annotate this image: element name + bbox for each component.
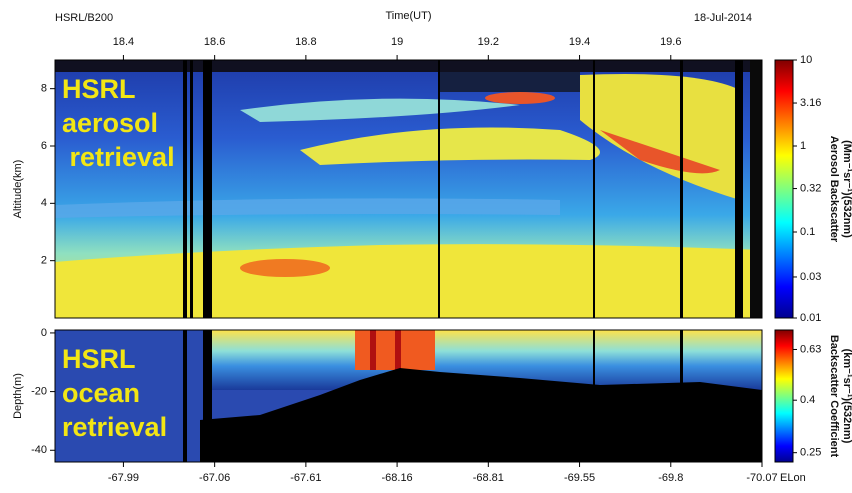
x-tick-label: 18.6	[204, 36, 225, 48]
colorbar-label: Aerosol Backscatter	[828, 136, 840, 243]
colorbar-tick-label: 0.32	[800, 182, 821, 194]
panel-frame	[54, 59, 763, 319]
colorbar-label: (km⁻¹sr⁻¹)(532nm)	[841, 349, 852, 444]
y-tick-label: -40	[31, 444, 47, 456]
y-tick-label: 8	[41, 83, 47, 95]
date-label: 18-Jul-2014	[694, 12, 752, 24]
y-axis-label: Altitude(km)	[12, 160, 24, 219]
colorbar-tick-label: 1	[800, 140, 806, 152]
x-tick-label: 19	[391, 36, 403, 48]
panel-frame	[54, 329, 763, 463]
y-tick-label: 6	[41, 140, 47, 152]
colorbar-label: (Mm⁻¹sr⁻¹)(532nm)	[841, 140, 852, 238]
annotation: aerosol	[62, 108, 158, 138]
colorbar-label: Backscatter Coefficient	[828, 335, 840, 458]
x-tick-label: 18.4	[113, 36, 134, 48]
x-tick-label: -69.8	[658, 472, 683, 484]
x-tick-label: -70.07	[746, 472, 777, 484]
colorbar	[774, 59, 794, 319]
y-axis-label: Depth(m)	[12, 373, 24, 419]
annotation: HSRL	[62, 344, 136, 374]
x-tick-label: 19.2	[478, 36, 499, 48]
x-axis-label: ELon	[780, 472, 806, 484]
colorbar-tick-label: 0.03	[800, 271, 821, 283]
x-tick-label: -68.81	[473, 472, 504, 484]
y-tick-label: -20	[31, 386, 47, 398]
colorbar-tick-label: 0.1	[800, 226, 815, 238]
flight-label: HSRL/B200	[55, 12, 113, 24]
y-tick-label: 2	[41, 255, 47, 267]
colorbar-tick-label: 0.25	[800, 447, 821, 459]
y-tick-label: 0	[41, 327, 47, 339]
ocean-image	[55, 330, 762, 462]
x-tick-label: 18.8	[295, 36, 316, 48]
colorbar-tick-label: 10	[800, 54, 812, 66]
x-axis-label: Time(UT)	[385, 10, 431, 22]
annotation: retrieval	[62, 142, 175, 172]
x-tick-label: -67.06	[199, 472, 230, 484]
x-tick-label: -68.16	[381, 472, 412, 484]
x-tick-label: 19.4	[569, 36, 590, 48]
colorbar-tick-label: 0.01	[800, 312, 821, 324]
annotation: ocean	[62, 378, 140, 408]
y-tick-label: 4	[41, 197, 47, 209]
annotation: retrieval	[62, 412, 167, 442]
x-tick-label: -69.55	[564, 472, 595, 484]
colorbar	[774, 329, 794, 463]
x-tick-label: -67.99	[108, 472, 139, 484]
x-tick-label: 19.6	[660, 36, 681, 48]
aerosol-image	[55, 60, 762, 318]
colorbar-tick-label: 0.63	[800, 343, 821, 355]
annotation: HSRL	[62, 74, 136, 104]
x-tick-label: -67.61	[290, 472, 321, 484]
colorbar-tick-label: 0.4	[800, 394, 815, 406]
colorbar-tick-label: 3.16	[800, 97, 821, 109]
